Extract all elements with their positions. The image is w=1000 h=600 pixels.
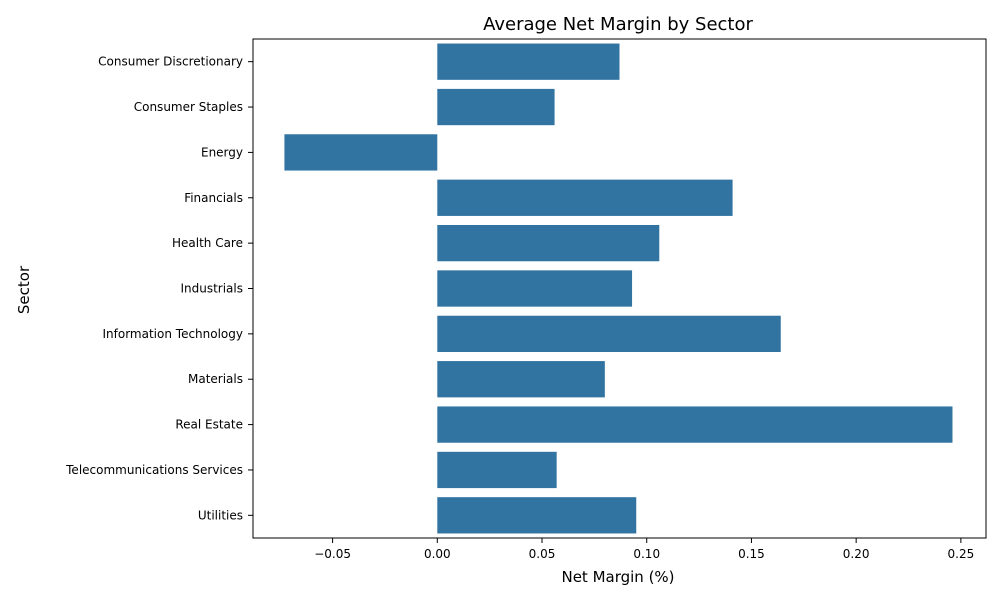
y-tick-label: Financials [184,191,243,205]
y-tick-label: Information Technology [103,327,244,341]
bar-consumer-staples [437,88,555,126]
y-tick-label: Industrials [180,282,243,296]
x-tick-label: −0.05 [314,547,351,561]
x-tick-label: 0.25 [948,547,975,561]
bar-energy [284,134,438,171]
y-axis-label: Sector [15,265,33,314]
y-tick-label: Real Estate [175,418,243,432]
x-tick-label: 0.05 [529,547,556,561]
chart-title: Average Net Margin by Sector [483,14,753,35]
bars-layer [284,43,953,534]
y-tick-label: Energy [201,145,243,159]
y-tick-label: Health Care [172,236,243,250]
y-tick-label: Consumer Staples [134,100,243,114]
bar-health-care [437,224,660,262]
x-tick-label: 0.10 [633,547,660,561]
bar-telecommunications-services [437,451,557,489]
plot-frame [252,38,987,539]
bar-consumer-discretionary [437,43,620,80]
x-tick-label: 0.00 [424,547,451,561]
bar-information-technology [437,315,781,353]
y-tick-label: Utilities [198,508,243,522]
y-tick-label: Consumer Discretionary [98,55,243,69]
x-ticks-layer: −0.05 0.00 0.05 0.10 0.15 0.20 0.25 [314,538,974,561]
y-tick-label: Telecommunications Services [65,463,243,477]
bar-materials [437,361,605,398]
bar-industrials [437,270,633,307]
bar-financials [437,179,733,216]
y-ticks-layer: Consumer Discretionary Consumer Staples En… [65,55,253,522]
bar-utilities [437,497,637,534]
bar-real-estate [437,406,953,443]
y-tick-label: Materials [188,372,243,386]
x-tick-label: 0.15 [738,547,765,561]
x-axis-label: Net Margin (%) [561,568,674,586]
x-tick-label: 0.20 [843,547,870,561]
